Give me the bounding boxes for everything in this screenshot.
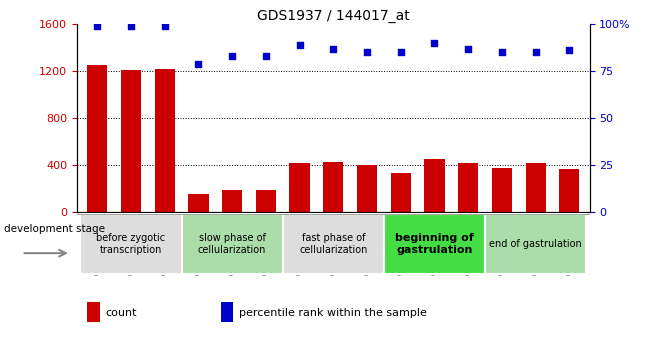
Point [429, 40, 440, 46]
Point [564, 48, 575, 53]
Bar [559, 169, 580, 212]
Bar [182, 214, 283, 274]
Point [530, 50, 541, 55]
Point [395, 50, 406, 55]
Text: count: count [105, 307, 137, 317]
Bar [256, 190, 276, 212]
Bar [222, 190, 243, 212]
Point [227, 53, 238, 59]
Bar [458, 164, 478, 212]
Text: slow phase of
cellularization: slow phase of cellularization [198, 233, 267, 255]
Bar [289, 164, 310, 212]
Text: end of gastrulation: end of gastrulation [489, 239, 582, 249]
Point [294, 42, 305, 48]
Point [193, 61, 204, 66]
Bar [492, 168, 512, 212]
Point [463, 46, 474, 51]
Point [261, 53, 271, 59]
Bar [87, 302, 100, 322]
Bar [188, 194, 208, 212]
Bar [525, 164, 546, 212]
Point [496, 50, 507, 55]
Bar [87, 65, 107, 212]
Bar [384, 214, 485, 274]
Title: GDS1937 / 144017_at: GDS1937 / 144017_at [257, 9, 409, 23]
Bar [283, 214, 384, 274]
Bar [391, 174, 411, 212]
Text: beginning of
gastrulation: beginning of gastrulation [395, 233, 474, 255]
Bar [121, 70, 141, 212]
Point [159, 23, 170, 29]
Bar [220, 302, 233, 322]
Bar [357, 165, 377, 212]
Point [328, 46, 339, 51]
Bar [80, 214, 182, 274]
Point [362, 50, 373, 55]
Point [126, 23, 137, 29]
Bar [424, 159, 445, 212]
Text: percentile rank within the sample: percentile rank within the sample [239, 307, 426, 317]
Bar [323, 162, 344, 212]
Text: before zygotic
transcription: before zygotic transcription [96, 233, 165, 255]
Text: development stage: development stage [4, 224, 105, 234]
Bar [155, 69, 175, 212]
Bar [485, 214, 586, 274]
Point [92, 23, 103, 29]
Text: fast phase of
cellularization: fast phase of cellularization [299, 233, 368, 255]
